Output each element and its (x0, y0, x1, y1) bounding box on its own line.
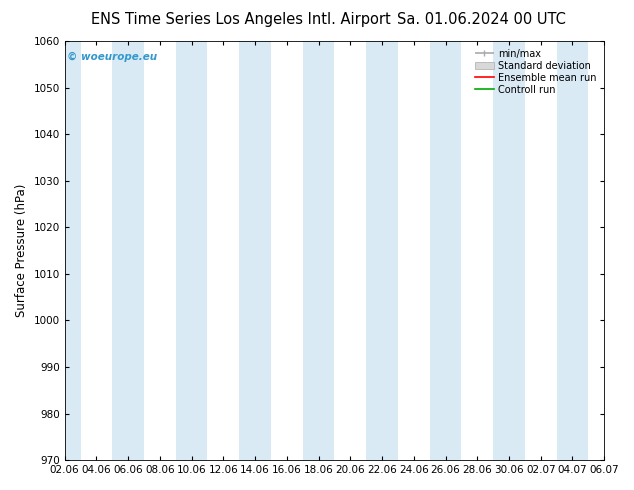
Bar (112, 41, 144, 460)
Bar (557, 41, 588, 460)
Legend: min/max, Standard deviation, Ensemble mean run, Controll run: min/max, Standard deviation, Ensemble me… (472, 46, 599, 98)
Bar (366, 41, 398, 460)
Bar (239, 41, 271, 460)
Text: Sa. 01.06.2024 00 UTC: Sa. 01.06.2024 00 UTC (398, 12, 566, 27)
Bar (65, 41, 81, 460)
Text: ENS Time Series Los Angeles Intl. Airport: ENS Time Series Los Angeles Intl. Airpor… (91, 12, 391, 27)
Y-axis label: Surface Pressure (hPa): Surface Pressure (hPa) (15, 184, 28, 318)
Bar (493, 41, 525, 460)
Bar (302, 41, 334, 460)
Bar (176, 41, 207, 460)
Bar (430, 41, 462, 460)
Text: © woeurope.eu: © woeurope.eu (67, 51, 157, 62)
